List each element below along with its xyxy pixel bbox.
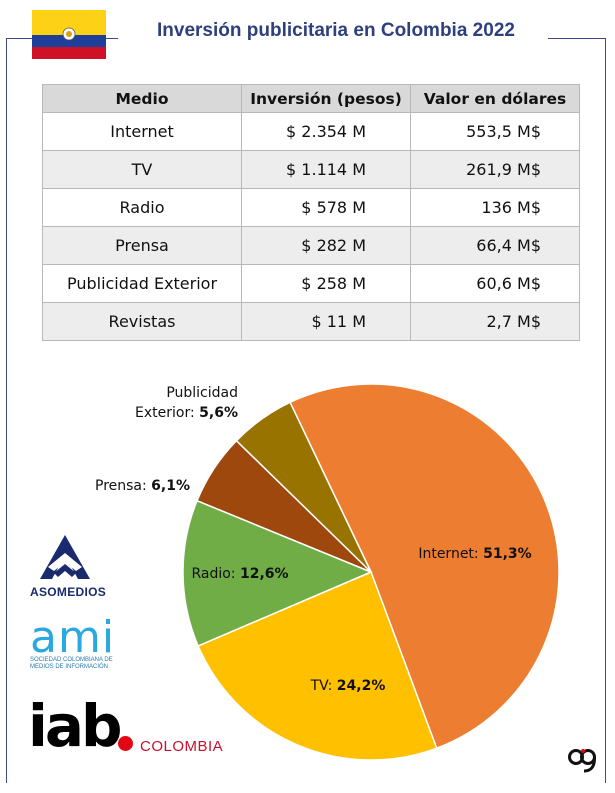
- header-inversion: Inversión (pesos): [241, 84, 411, 113]
- cell-medio: Revistas: [42, 302, 242, 341]
- table-row: Publicidad Exterior $ 258 M 60,6 M$: [42, 264, 580, 303]
- iab-dot-icon: [118, 736, 133, 751]
- pie-slice-internet: [289, 383, 560, 750]
- ami-logo-subtitle: SOCIEDAD COLOMBIANA DE MEDIOS DE INFORMA…: [30, 657, 113, 670]
- cell-dolares: 553,5 M$: [410, 112, 580, 151]
- cell-medio: Internet: [42, 112, 242, 151]
- asomedios-logo-text: ASOMEDIOS: [30, 585, 107, 599]
- header-dolares: Valor en dólares: [410, 84, 580, 113]
- table-row: Revistas $ 11 M 2,7 M$: [42, 302, 580, 341]
- ami-logo-text: ami: [30, 612, 116, 663]
- colombia-flag-icon: [32, 10, 106, 59]
- table-row: Radio $ 578 M 136 M$: [42, 188, 580, 227]
- cell-dolares: 136 M$: [410, 188, 580, 227]
- pie-label-tv: TV: 24,2%: [310, 678, 386, 694]
- table-header-row: Medio Inversión (pesos) Valor en dólares: [42, 84, 580, 113]
- pie-slice-tv: [197, 571, 438, 761]
- coat-of-arms-icon: [62, 27, 76, 41]
- cell-medio: Prensa: [42, 226, 242, 265]
- title-background: [118, 14, 548, 54]
- cell-dolares: 60,6 M$: [410, 264, 580, 303]
- pie-label-prensa: Prensa: 6,1%: [95, 478, 190, 494]
- pie-slice-publicidad-exterior: [235, 401, 372, 573]
- cell-medio: Radio: [42, 188, 242, 227]
- pie-label-radio: Radio: 12,6%: [191, 566, 288, 582]
- pie-slice-radio: [182, 499, 373, 647]
- header-medio: Medio: [42, 84, 242, 113]
- investment-table: Medio Inversión (pesos) Valor en dólares…: [42, 84, 580, 341]
- cell-dolares: 2,7 M$: [410, 302, 580, 341]
- cell-pesos: $ 11 M: [241, 302, 411, 341]
- pie-label-internet: Internet: 51,3%: [418, 546, 531, 562]
- asomedios-logo-icon: [40, 535, 90, 579]
- iab-logo-text: iab: [28, 692, 123, 760]
- pie-label-publicidad-exterior: Publicidad Exterior: 5,6%: [135, 385, 238, 421]
- page-title: Inversión publicitaria en Colombia 2022: [157, 20, 515, 41]
- iab-country-text: COLOMBIA: [140, 738, 224, 755]
- brand-mark-icon: [568, 749, 597, 773]
- cell-dolares: 66,4 M$: [410, 226, 580, 265]
- cell-medio: TV: [42, 150, 242, 189]
